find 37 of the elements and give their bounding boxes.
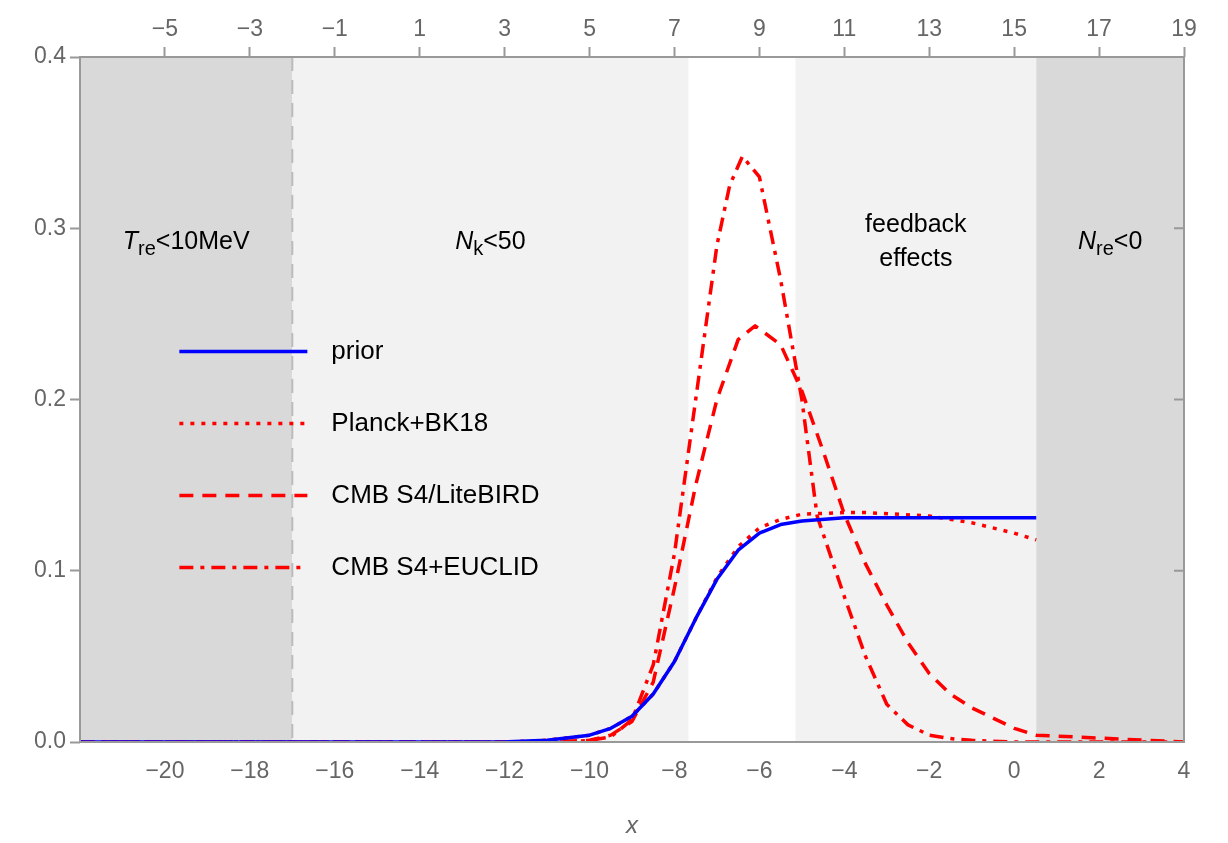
x2-tick-label: 13 [916, 14, 943, 41]
y-tick-label: 0.2 [34, 384, 66, 411]
x-tick-label: −6 [746, 757, 773, 784]
x-tick-label: −18 [230, 757, 270, 784]
legend-label: prior [331, 334, 384, 365]
x-tick-label: 4 [1177, 757, 1191, 784]
x-tick-label: −10 [570, 757, 610, 784]
x-axis-title: x [625, 810, 639, 838]
x2-tick-label: −3 [236, 14, 263, 41]
x2-tick-label: 5 [583, 14, 596, 41]
band-label: feedback effects [865, 208, 968, 271]
x2-tick-label: 7 [668, 14, 681, 41]
x2-tick-label: −5 [151, 14, 179, 41]
y-tick-label: 0.0 [34, 727, 66, 754]
y-tick-label: 0.3 [34, 213, 66, 240]
x-tick-label: −16 [315, 757, 355, 784]
x2-tick-label: 3 [498, 14, 512, 41]
x2-tick-label: −1 [321, 14, 348, 41]
x2-tick-label: 15 [1001, 14, 1027, 41]
x2-tick-label: 1 [413, 14, 427, 41]
x2-tick-label: 17 [1086, 14, 1112, 41]
legend-label: CMB S4+EUCLID [331, 550, 539, 581]
x-tick-label: −8 [661, 757, 688, 784]
x2-tick-label: 9 [752, 14, 766, 41]
x-tick-label: −2 [916, 757, 943, 784]
y-tick-label: 0.4 [34, 42, 67, 69]
legend-label: CMB S4/LiteBIRD [331, 478, 540, 509]
x-tick-label: 2 [1092, 757, 1106, 784]
x2-tick-label: 11 [832, 14, 857, 41]
y-tick-label: 0.1 [34, 556, 66, 583]
x-tick-label: −12 [485, 757, 525, 784]
x-tick-label: −20 [145, 757, 185, 784]
legend-label: Planck+BK18 [331, 406, 489, 437]
x-tick-label: −14 [400, 757, 440, 784]
x-tick-label: 0 [1007, 757, 1021, 784]
x2-tick-label: 19 [1171, 14, 1197, 41]
x-tick-label: −4 [831, 757, 858, 784]
